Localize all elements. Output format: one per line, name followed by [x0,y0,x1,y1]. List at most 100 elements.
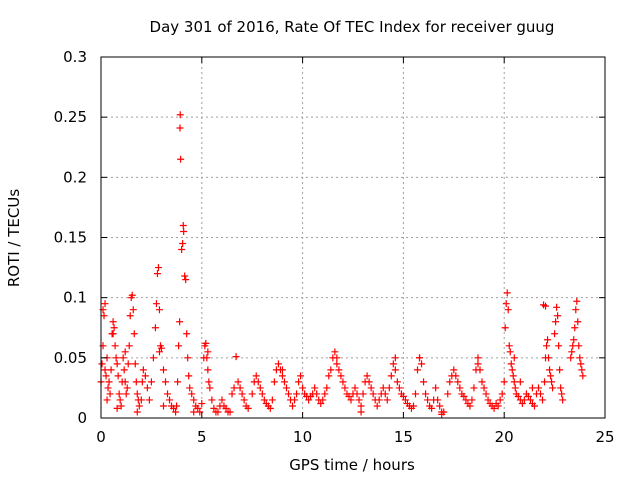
data-point [549,384,557,392]
data-point [357,402,365,410]
data-point [401,396,409,404]
data-point [299,384,307,392]
data-point [141,372,149,380]
data-point [176,124,184,132]
data-point [258,390,266,398]
data-point [510,354,518,362]
data-point [98,360,106,368]
data-point [295,378,303,386]
data-point [260,396,268,404]
data-point [128,291,136,299]
data-point [452,372,460,380]
data-point [321,390,329,398]
data-point [240,396,248,404]
data-point [543,342,551,350]
data-point [122,390,130,398]
data-point [145,396,153,404]
data-point [129,306,137,314]
data-point [293,390,301,398]
data-point [284,390,292,398]
data-point [484,396,492,404]
data-point [157,344,165,352]
data-point [202,339,210,347]
data-point [105,378,113,386]
data-point [444,390,452,398]
data-point [325,372,333,380]
y-axis-label: ROTI / TECUs [5,189,23,287]
data-point [125,342,133,350]
data-point [500,378,508,386]
data-point [557,384,565,392]
data-point [123,384,131,392]
data-point [438,410,446,418]
data-point [503,289,511,297]
data-point [151,324,159,332]
data-point [196,408,204,416]
data-point [176,111,184,119]
data-point [548,378,556,386]
data-point [530,402,538,410]
data-point [159,402,167,410]
data-point [339,378,347,386]
data-point [509,372,517,380]
data-point [516,378,524,386]
data-point [357,408,365,416]
data-point [399,392,407,400]
data-point [510,378,518,386]
data-point [478,378,486,386]
data-point [274,360,282,368]
data-point [149,354,157,362]
data-point [409,402,417,410]
grid-lines [101,57,605,418]
data-point [551,330,559,338]
data-point [327,366,335,374]
data-point [109,318,117,326]
y-tick-label: 0.3 [63,48,87,66]
data-point [106,390,114,398]
data-point [363,372,371,380]
x-tick-label: 15 [394,428,413,446]
data-point [208,396,216,404]
data-point [252,372,260,380]
data-point [411,390,419,398]
data-point [204,366,212,374]
data-point [155,348,163,356]
data-point [179,240,187,248]
data-point [375,396,383,404]
data-point [518,400,526,408]
data-point [389,360,397,368]
x-tick-label: 5 [197,428,207,446]
data-point [571,324,579,332]
x-axis-label: GPS time / hours [289,456,415,474]
data-point [454,378,462,386]
x-tick-label: 0 [96,428,106,446]
data-point [236,384,244,392]
data-point [387,372,395,380]
data-point [418,360,426,368]
data-point [446,378,454,386]
data-point [103,396,111,404]
data-point [345,392,353,400]
data-point [395,384,403,392]
data-point [450,366,458,374]
data-point [270,378,278,386]
data-point [555,342,563,350]
data-point [244,404,252,412]
data-point [120,366,128,374]
data-point [572,306,580,314]
data-point [133,390,141,398]
data-point [436,402,444,410]
data-point [278,366,286,374]
data-point [460,392,468,400]
data-point [507,360,515,368]
data-point [369,390,377,398]
data-point [164,390,172,398]
data-point [474,354,482,362]
data-point [508,366,516,374]
data-point [280,378,288,386]
data-point [501,324,509,332]
data-point [289,402,297,410]
data-point [188,390,196,398]
data-point [205,378,213,386]
data-point [256,384,264,392]
